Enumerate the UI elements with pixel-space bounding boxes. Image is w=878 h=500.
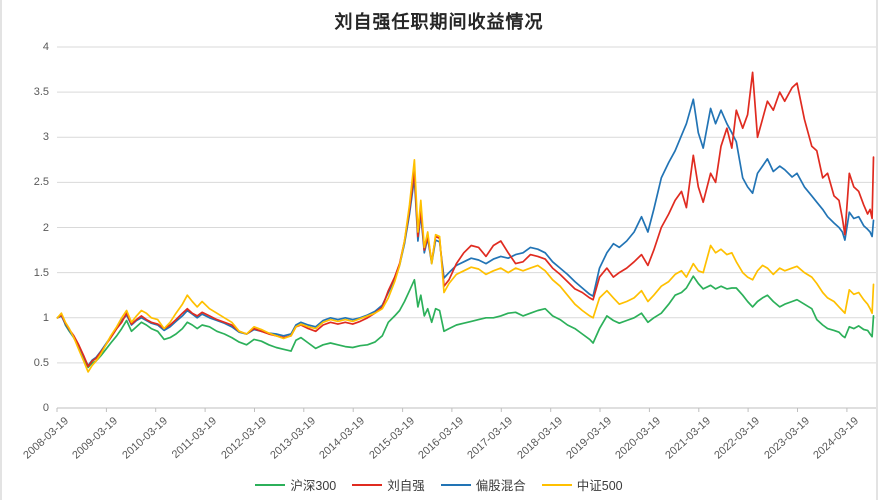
series-line-1 — [56, 71, 875, 368]
series-line-0 — [56, 275, 875, 369]
legend-item-0: 沪深300 — [255, 475, 336, 494]
y-axis-label: 1.5 — [33, 266, 49, 279]
y-axis-label: 3.5 — [33, 86, 49, 99]
y-axis-label: 2 — [42, 221, 49, 234]
series-line-2 — [56, 98, 875, 367]
legend-line-swatch — [440, 483, 471, 486]
legend-line-swatch — [541, 483, 572, 486]
series-line-3 — [56, 158, 875, 373]
legend-label: 沪深300 — [290, 479, 337, 493]
y-axis-label: 0.5 — [33, 356, 49, 369]
y-axis-label: 2.5 — [33, 176, 49, 189]
legend-item-3: 中证500 — [541, 475, 623, 494]
y-axis-label: 4 — [42, 41, 49, 53]
y-axis-label: 0 — [42, 402, 49, 414]
legend-line-swatch — [255, 483, 286, 486]
legend-label: 刘自强 — [387, 479, 425, 493]
legend-label: 中证500 — [576, 479, 623, 493]
y-axis-label: 3 — [42, 131, 49, 144]
chart-title: 刘自强任职期间收益情况 — [334, 12, 544, 32]
y-axis-label: 1 — [42, 311, 49, 324]
legend-item-2: 偏股混合 — [440, 475, 526, 494]
legend-line-swatch — [352, 483, 383, 486]
chart-legend: 沪深300 刘自强 偏股混合 中证500 — [0, 475, 878, 494]
legend-item-1: 刘自强 — [352, 475, 425, 494]
legend-label: 偏股混合 — [475, 479, 526, 493]
